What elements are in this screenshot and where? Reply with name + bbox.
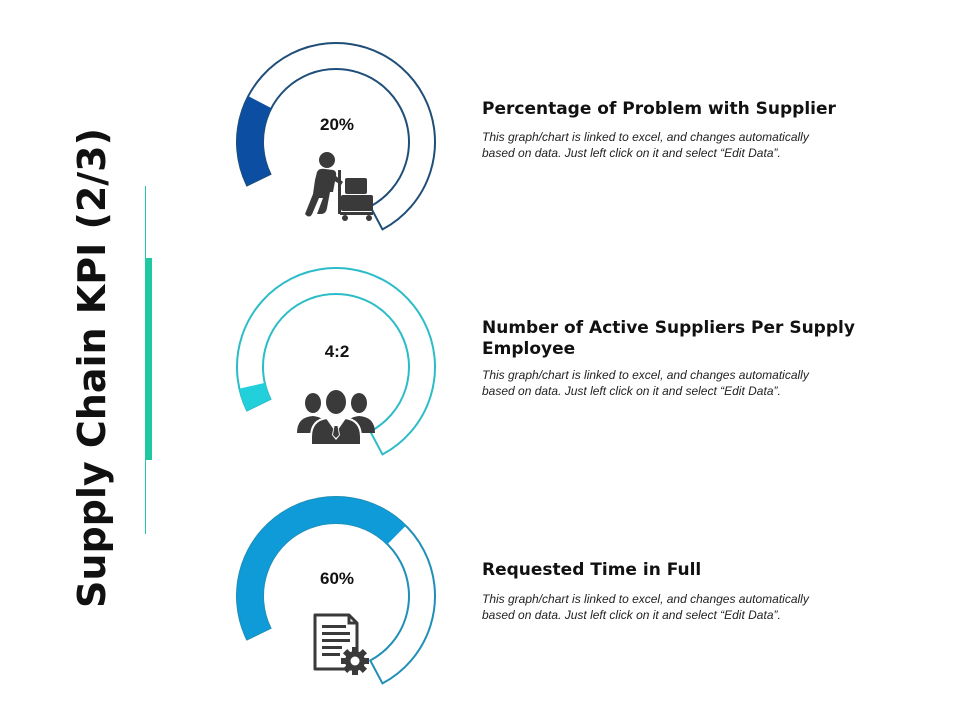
kpi-title-active-suppliers: Number of Active Suppliers Per Supply Em…	[482, 318, 902, 360]
gauge-outline	[236, 267, 436, 456]
kpi-description-active-suppliers: This graph/chart is linked to excel, and…	[482, 367, 902, 399]
accent-bar	[145, 258, 152, 460]
gauge-outline	[236, 42, 436, 231]
business-team-icon	[297, 388, 375, 446]
gauge-active-suppliers	[236, 267, 436, 456]
kpi-description-problem-with-supplier: This graph/chart is linked to excel, and…	[482, 129, 902, 161]
kpi-title-line: Number of Active Suppliers Per Supply	[482, 318, 855, 338]
kpi-description-requested-time-in-full: This graph/chart is linked to excel, and…	[482, 591, 902, 623]
gauge-fill	[237, 96, 272, 186]
kpi-description-line: based on data. Just left click on it and…	[482, 608, 781, 622]
gauge-requested-time-in-full	[236, 496, 436, 685]
gauge-problem-with-supplier	[236, 42, 436, 231]
kpi-description-line: This graph/chart is linked to excel, and…	[482, 592, 809, 606]
kpi-value-active-suppliers: 4:2	[324, 342, 350, 361]
gauge-fill	[236, 496, 406, 640]
kpi-value-problem-with-supplier: 20%	[319, 115, 355, 134]
kpi-value-requested-time-in-full: 60%	[319, 569, 355, 588]
kpi-title-line: Employee	[482, 339, 576, 359]
document-gear-icon	[313, 613, 369, 675]
kpi-description-line: This graph/chart is linked to excel, and…	[482, 130, 809, 144]
kpi-description-line: based on data. Just left click on it and…	[482, 384, 781, 398]
kpi-description-line: based on data. Just left click on it and…	[482, 146, 781, 160]
worker-with-trolley-icon	[305, 152, 373, 221]
kpi-title-problem-with-supplier: Percentage of Problem with Supplier	[482, 99, 836, 119]
kpi-description-line: This graph/chart is linked to excel, and…	[482, 368, 809, 382]
gauge-fill	[239, 382, 271, 411]
kpi-title-requested-time-in-full: Requested Time in Full	[482, 560, 702, 580]
